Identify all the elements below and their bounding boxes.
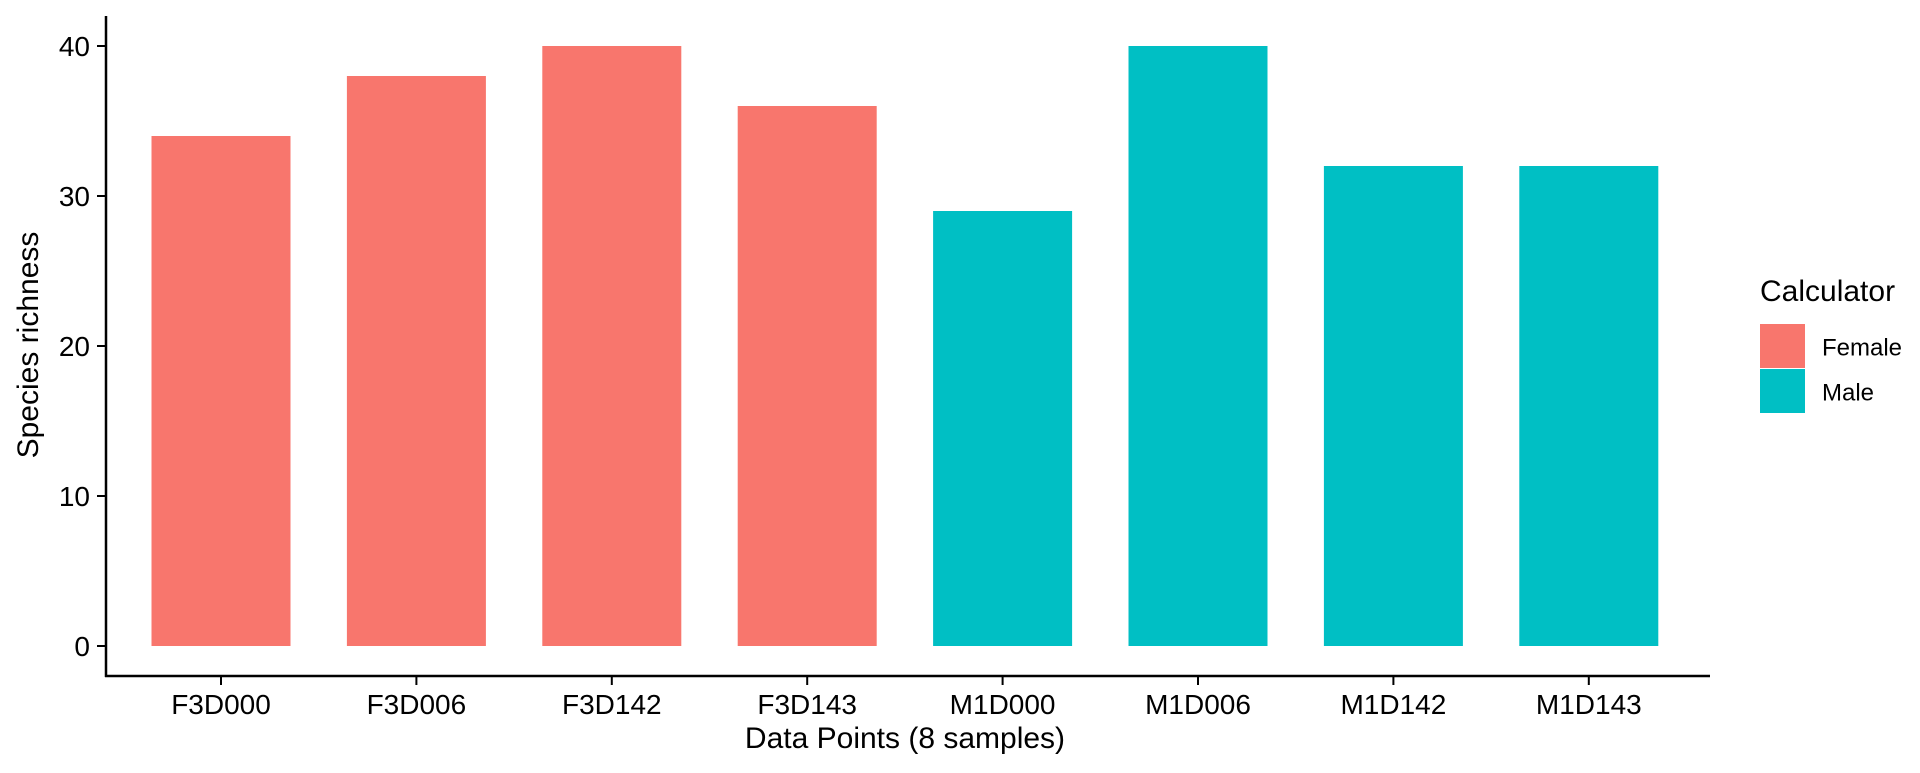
- x-tick-label: M1D142: [1340, 689, 1446, 720]
- legend-entries: Female Male: [1760, 324, 1902, 413]
- bar-f3d006: [346, 76, 486, 646]
- legend-title: Calculator: [1760, 275, 1895, 308]
- y-tick-label: 40: [59, 31, 90, 62]
- y-tick-label: 30: [59, 181, 90, 212]
- bar-f3d000: [151, 136, 291, 646]
- bar-m1d000: [933, 211, 1073, 646]
- x-tick-label: F3D143: [757, 689, 857, 720]
- legend-label-female: Female: [1822, 335, 1902, 362]
- bar-f3d142: [542, 46, 682, 646]
- bars-layer: [151, 46, 1659, 646]
- y-tick-label: 0: [74, 631, 90, 662]
- x-axis-ticks: F3D000 F3D006 F3D142 F3D143 M1D000 M1D006 M1D1…: [171, 676, 1642, 720]
- legend: Calculator Female Male: [1760, 275, 1902, 413]
- y-tick-label: 20: [59, 331, 90, 362]
- bar-m1d143: [1519, 166, 1659, 646]
- axes-layer: [104, 16, 1710, 678]
- legend-label-male: Male: [1822, 380, 1874, 407]
- bar-f3d143: [737, 106, 877, 646]
- legend-key-male: [1760, 369, 1805, 413]
- x-tick-label: M1D143: [1536, 689, 1642, 720]
- bar-m1d006: [1128, 46, 1268, 646]
- x-tick-label: M1D006: [1145, 689, 1251, 720]
- y-tick-label: 10: [59, 481, 90, 512]
- bar-m1d142: [1323, 166, 1463, 646]
- x-tick-label: F3D000: [171, 689, 271, 720]
- legend-key-female: [1760, 324, 1805, 368]
- y-axis-title: Species richness: [12, 232, 45, 459]
- x-tick-label: M1D000: [950, 689, 1056, 720]
- x-tick-label: F3D006: [367, 689, 467, 720]
- x-tick-label: F3D142: [562, 689, 662, 720]
- y-axis-ticks: 0 10 20 30 40: [59, 31, 106, 662]
- x-axis-title: Data Points (8 samples): [745, 722, 1065, 755]
